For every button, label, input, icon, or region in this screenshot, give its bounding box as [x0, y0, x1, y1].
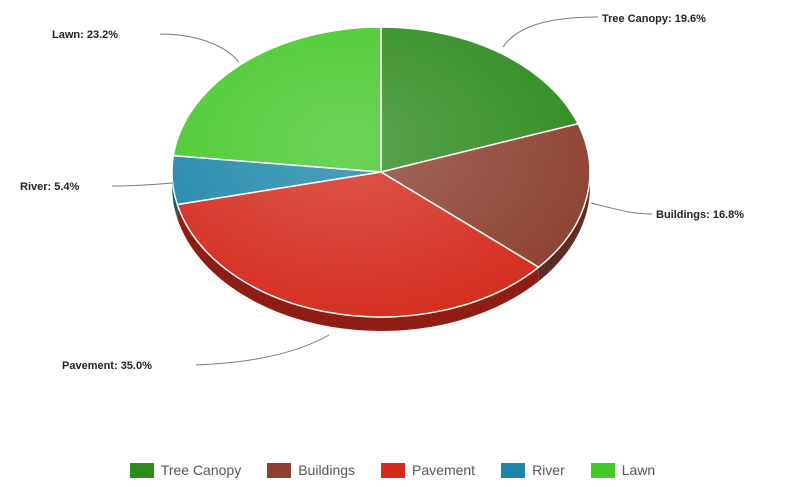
legend-swatch-lawn	[590, 462, 615, 478]
leader-line-river	[111, 182, 174, 187]
leader-line-pavement	[195, 334, 330, 366]
slice-label-tree-canopy: Tree Canopy: 19.6%	[602, 13, 706, 25]
leader-line-tree-canopy	[502, 16, 599, 48]
legend-swatch-pavement	[381, 462, 406, 478]
legend-label-tree-canopy: Tree Canopy	[160, 462, 242, 478]
slice-label-lawn: Lawn: 23.2%	[52, 29, 118, 41]
pie-side-pavement	[177, 204, 539, 331]
legend-label-buildings: Buildings	[298, 462, 356, 478]
legend-label-pavement: Pavement	[412, 462, 476, 478]
slice-label-buildings: Buildings: 16.8%	[656, 209, 744, 221]
slice-label-river: River: 5.4%	[20, 181, 80, 193]
legend-item-buildings[interactable]: Buildings	[267, 462, 355, 478]
legend-item-river[interactable]: River	[501, 462, 565, 478]
legend-label-river: River	[532, 462, 565, 478]
legend-swatch-river	[501, 462, 526, 478]
legend-swatch-tree-canopy	[129, 462, 154, 478]
legend-item-lawn[interactable]: Lawn	[590, 462, 656, 478]
pie-highlight	[172, 27, 590, 317]
leader-line-lawn	[159, 33, 240, 63]
leader-line-buildings	[590, 202, 653, 215]
pie-side-buildings	[538, 172, 590, 282]
chart-legend: Tree Canopy Buildings Pavement River Law…	[0, 462, 785, 478]
legend-label-lawn: Lawn	[621, 462, 656, 478]
legend-item-tree-canopy[interactable]: Tree Canopy	[129, 462, 242, 478]
legend-item-pavement[interactable]: Pavement	[381, 462, 475, 478]
slice-label-pavement: Pavement: 35.0%	[62, 360, 152, 372]
legend-swatch-buildings	[267, 462, 292, 478]
